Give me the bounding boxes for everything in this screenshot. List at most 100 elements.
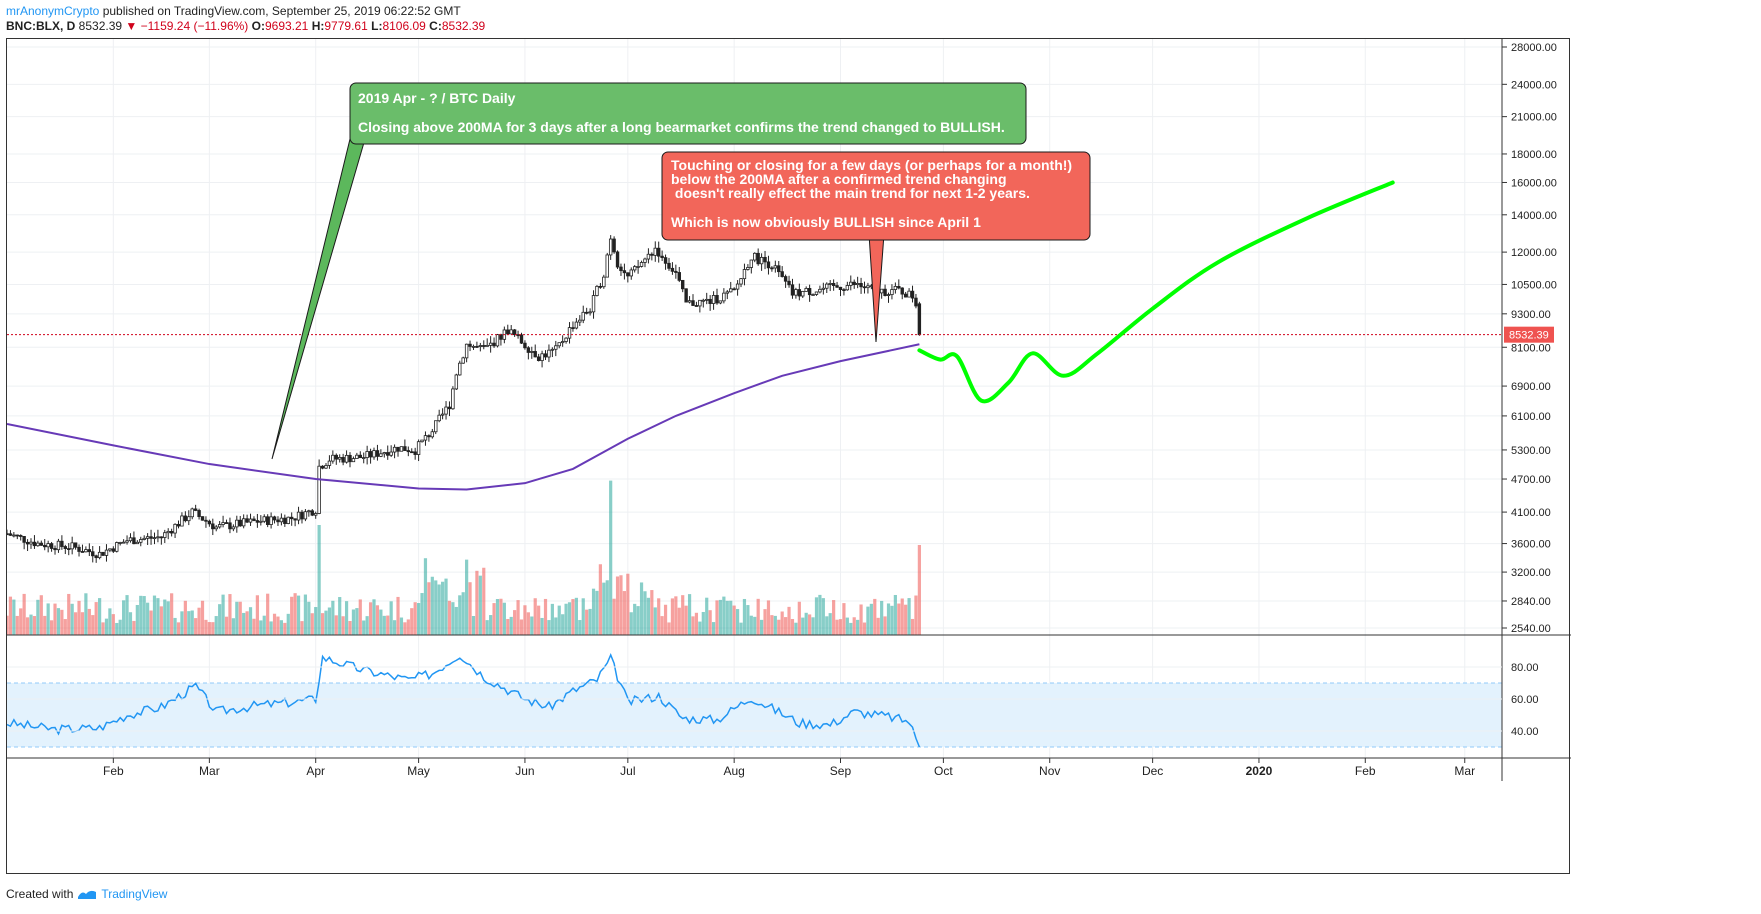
price-tick-label: 9300.00 (1511, 309, 1551, 321)
volume-bar (200, 600, 205, 635)
candle-body (753, 252, 757, 261)
volume-bar (293, 593, 297, 635)
red-annotation-box (661, 151, 1091, 241)
price-tick-label: 3200.00 (1511, 567, 1551, 579)
candle-body (197, 510, 201, 517)
volume-bar (643, 591, 647, 635)
candle-body (516, 334, 520, 337)
candle-body (296, 511, 301, 521)
candle-body (338, 457, 342, 460)
candle-body (12, 534, 16, 537)
volume-bar (763, 609, 767, 635)
rsi-band (7, 683, 1502, 747)
volume-bar (797, 601, 801, 635)
volume-bar (708, 610, 712, 635)
candle-body (670, 267, 675, 272)
volume-bar (341, 616, 345, 635)
candle-body (320, 465, 325, 469)
volume-bar (489, 615, 493, 635)
candle-body (499, 334, 503, 340)
volume-bar (468, 582, 472, 635)
volume-bar (660, 616, 664, 635)
volume-bar (338, 597, 342, 635)
volume-bar (859, 604, 863, 635)
price-tick-label: 28000.00 (1511, 42, 1557, 54)
volume-bar (591, 588, 596, 635)
candle-body (416, 441, 421, 455)
candle-body (211, 523, 215, 530)
candle-body (742, 269, 747, 280)
volume-bar (218, 604, 222, 635)
volume-bar (80, 612, 85, 635)
candle-body (334, 454, 338, 460)
green-annotation[interactable]: 2019 Apr - ? / BTC Daily Closing above 2… (271, 82, 1027, 460)
volume-bar (910, 618, 915, 635)
candle-body (626, 272, 630, 277)
candle-body (492, 342, 496, 347)
candle-body (831, 283, 836, 287)
volume-bar (382, 615, 386, 635)
price-tick-label: 18000.00 (1511, 149, 1557, 161)
red-annotation[interactable]: Touching or closing for a few days (or p… (661, 151, 1091, 343)
candle-body (681, 279, 685, 290)
volume-bar (368, 602, 373, 635)
time-tick-label: Sep (830, 764, 852, 778)
price-tick-label: 2840.00 (1511, 596, 1551, 608)
last-price: 8532.39 (78, 19, 123, 33)
candle-body (80, 551, 85, 553)
volume-bar (259, 620, 263, 635)
volume-bar (441, 581, 445, 635)
volume-bar (735, 609, 740, 635)
volume-bar (149, 610, 153, 635)
candle-body (759, 256, 764, 265)
volume-bar (639, 582, 644, 635)
candle-body (283, 517, 287, 524)
volume-bar (211, 622, 215, 635)
candle-body (584, 311, 589, 314)
candle-body (461, 357, 465, 364)
volume-bar (272, 613, 277, 635)
candle-body (605, 254, 609, 278)
candle-body (879, 288, 884, 294)
volume-bar (111, 614, 115, 635)
volume-bar (427, 582, 431, 635)
candle-body (56, 540, 61, 551)
tradingview-brand-link[interactable]: TradingView (101, 887, 168, 901)
volume-bar (410, 608, 414, 635)
volume-bar (890, 605, 894, 635)
close-value: 8532.39 (441, 19, 486, 33)
chart-svg[interactable]: 2019 Apr - ? / BTC Daily Closing above 2… (7, 39, 1571, 875)
volume-bar (15, 615, 19, 635)
candle-body (94, 555, 98, 559)
volume-bar (605, 580, 609, 635)
candle-body (708, 298, 712, 304)
candle-body (722, 292, 726, 302)
volume-bar (194, 618, 198, 635)
volume-bar (351, 609, 356, 635)
volume-bar (897, 603, 901, 635)
tradingview-logo-icon (78, 890, 97, 899)
volume-bar (458, 595, 462, 635)
volume-bar (663, 604, 668, 635)
volume-bar (430, 576, 434, 635)
volume-bar (622, 591, 626, 635)
volume-bar (399, 617, 404, 635)
author-link[interactable]: mrAnonymCrypto (6, 4, 100, 18)
volume-bar (454, 606, 458, 635)
time-tick-label: Jul (620, 764, 635, 778)
time-tick-label: Feb (1355, 764, 1376, 778)
publish-line: mrAnonymCrypto published on TradingView.… (6, 4, 485, 19)
candle-body (183, 515, 188, 522)
candle-body (104, 549, 109, 556)
volume-bar (324, 610, 328, 635)
volume-bar (567, 602, 572, 635)
volume-bar (25, 617, 30, 635)
volume-bar (746, 605, 750, 635)
time-axis[interactable]: Feb Mar Apr May Jun Jul Aug Sep Oct Nov Dec 2020 Feb… (103, 758, 1475, 778)
price-axis[interactable]: 2540.00 2840.00 3200.00 3600.00 4100.00 4700.… (1502, 42, 1557, 635)
candle-body (588, 311, 592, 314)
green-annotation-title: 2019 Apr - ? / BTC Daily (358, 90, 516, 106)
candle-body (581, 311, 585, 321)
chart-frame[interactable]: 2019 Apr - ? / BTC Daily Closing above 2… (6, 38, 1571, 875)
volume-bar (139, 595, 143, 635)
